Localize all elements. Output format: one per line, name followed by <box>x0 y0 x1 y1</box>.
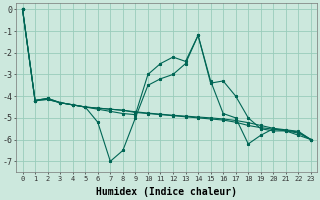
X-axis label: Humidex (Indice chaleur): Humidex (Indice chaleur) <box>96 187 237 197</box>
